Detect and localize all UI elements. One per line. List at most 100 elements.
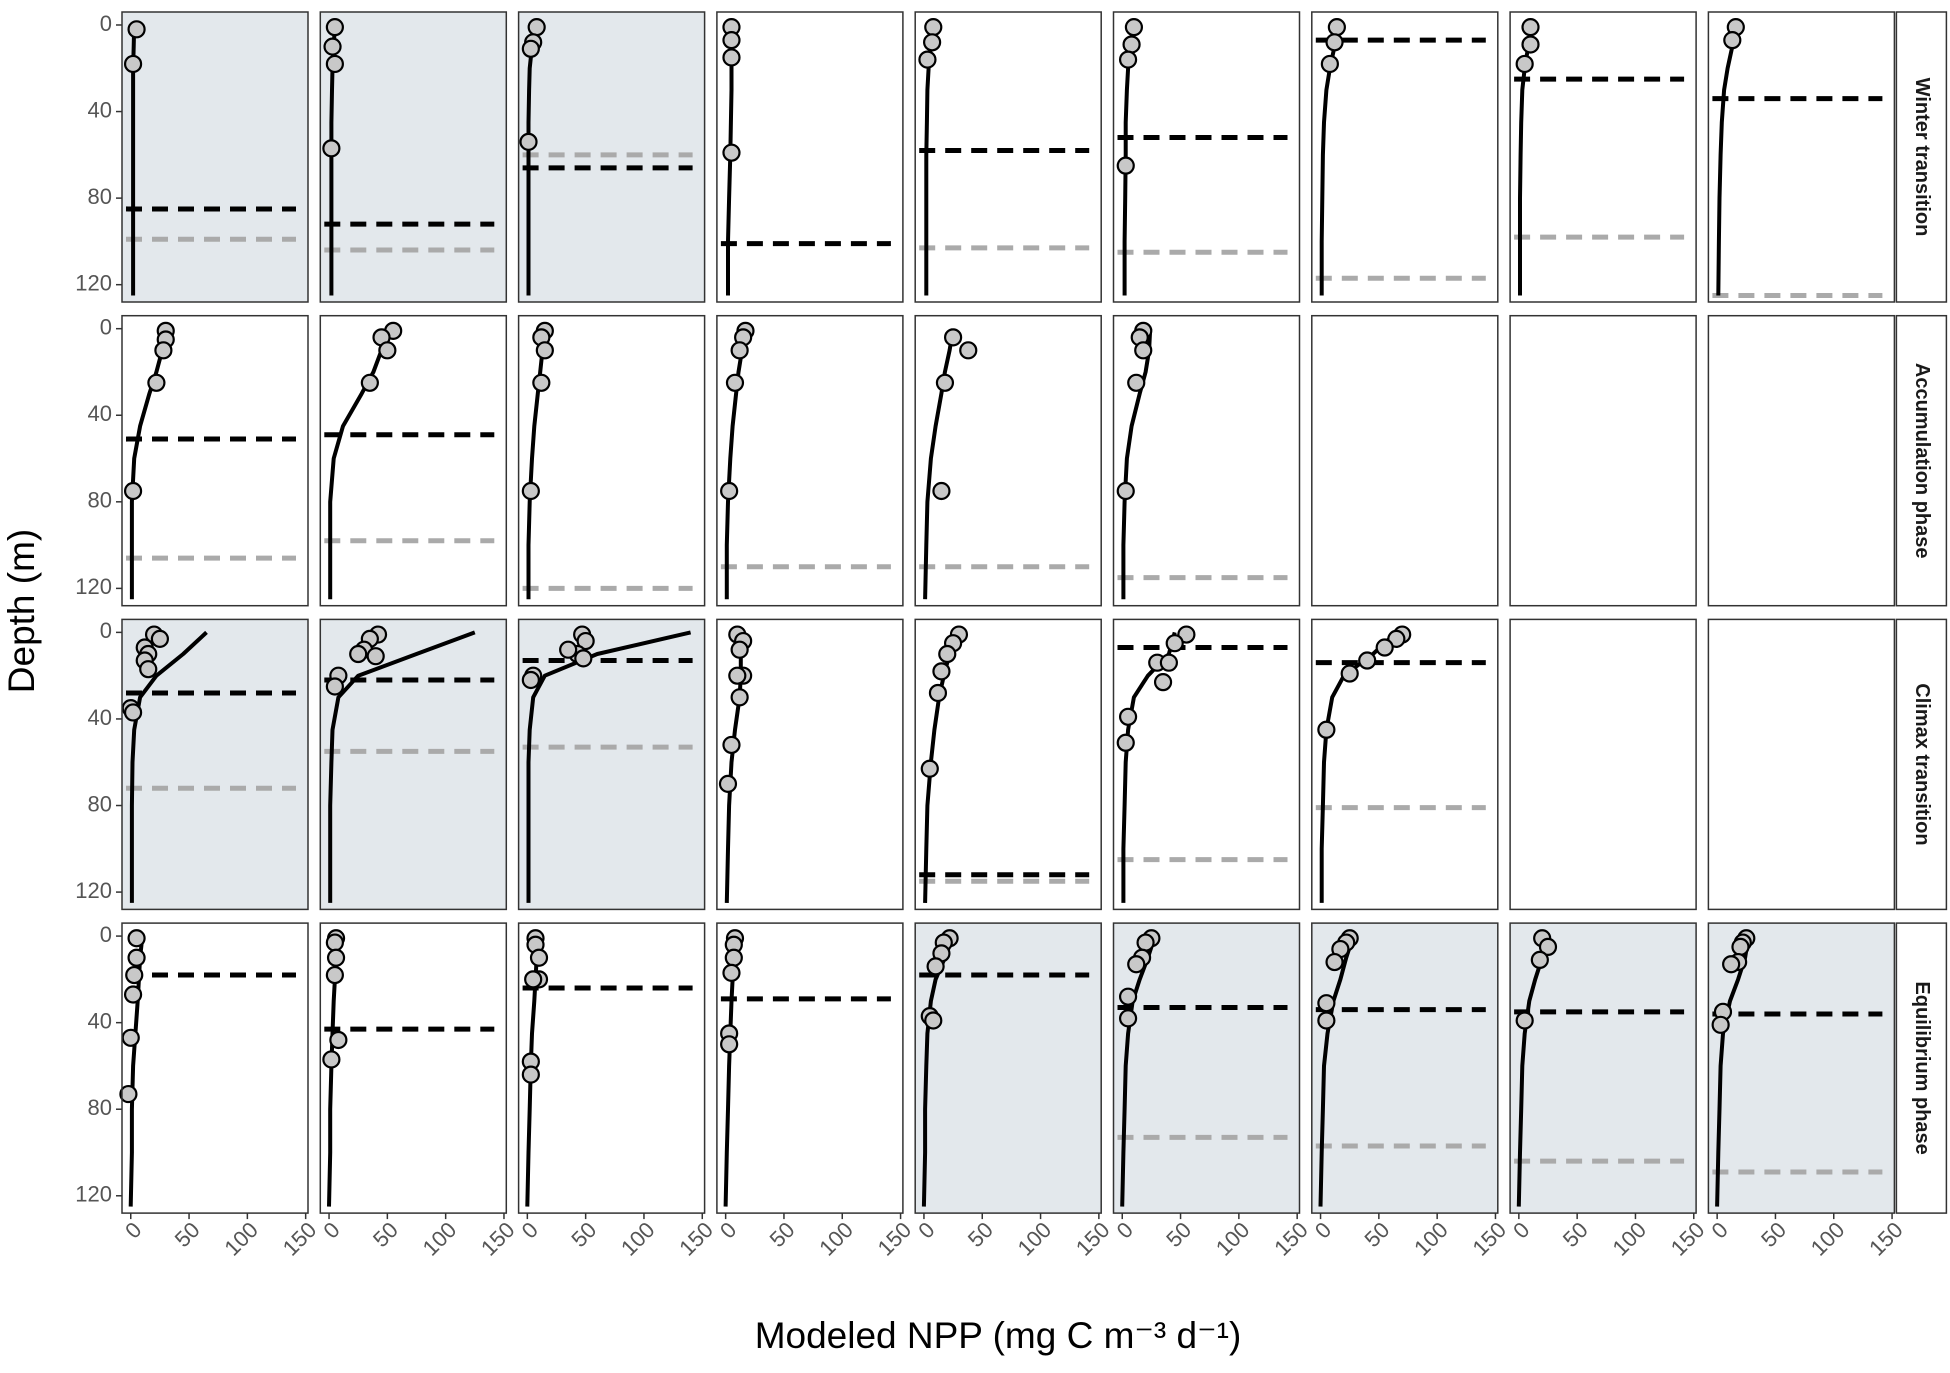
y-tick-label: 40 <box>88 705 112 730</box>
npp-point <box>1118 50 1138 69</box>
y-tick-label: 120 <box>75 1182 112 1207</box>
x-tick-label: 50 <box>1161 1217 1196 1252</box>
y-tick-label: 40 <box>88 1008 112 1033</box>
npp-point <box>535 341 554 360</box>
npp-point <box>123 54 143 74</box>
npp-point <box>1711 1015 1730 1034</box>
npp-point <box>123 481 143 501</box>
x-tick-label: 0 <box>913 1217 939 1243</box>
npp-point <box>1515 1011 1534 1030</box>
x-tick-label: 100 <box>1211 1217 1255 1261</box>
npp-curve <box>923 328 956 600</box>
panel-frame <box>914 922 1102 1214</box>
panel-background <box>122 923 308 1214</box>
panel-frame <box>517 618 706 911</box>
npp-point <box>325 18 344 37</box>
npp-curve <box>328 328 390 600</box>
strip <box>1895 618 1948 911</box>
npp-point <box>1153 673 1173 692</box>
x-tick-label: 150 <box>873 1217 917 1261</box>
x-tick-label: 150 <box>1864 1217 1908 1261</box>
npp-curve <box>129 630 208 903</box>
strip <box>1895 314 1948 607</box>
npp-point <box>1317 1011 1336 1030</box>
x-tick-label: 100 <box>1806 1217 1850 1261</box>
npp-point <box>1325 952 1344 972</box>
panel-background <box>1311 12 1498 302</box>
npp-point <box>718 774 738 793</box>
panel-background <box>1113 12 1300 302</box>
y-tick-label: 0 <box>100 11 112 36</box>
panel-background <box>915 12 1102 302</box>
panel-background <box>716 619 903 910</box>
x-tick-label: 150 <box>1467 1217 1511 1261</box>
npp-point <box>725 373 745 392</box>
panel-frame <box>914 11 1102 303</box>
npp-point <box>730 341 749 360</box>
npp-point <box>1118 987 1138 1006</box>
npp-point <box>1327 18 1346 37</box>
y-tick-label: 80 <box>88 488 112 513</box>
npp-point <box>1375 638 1394 657</box>
panel-frame <box>319 11 508 303</box>
panel-frame <box>1112 618 1301 911</box>
npp-point <box>119 1084 138 1104</box>
y-tick-label: 120 <box>75 878 112 903</box>
panel-frame <box>1311 314 1499 607</box>
npp-point <box>326 948 346 967</box>
npp-point <box>943 328 963 347</box>
x-tick-label: 0 <box>517 1217 543 1243</box>
npp-point <box>127 929 146 948</box>
panel-frame <box>121 922 309 1214</box>
npp-point <box>1731 937 1750 957</box>
panel-frame <box>1707 922 1896 1214</box>
npp-point <box>521 1065 540 1084</box>
npp-point <box>1118 1009 1138 1028</box>
y-tick-label: 0 <box>100 618 112 643</box>
panel-frame <box>914 618 1102 911</box>
npp-point <box>366 647 385 666</box>
npp-point <box>1317 994 1336 1013</box>
panel-background <box>716 923 903 1214</box>
npp-curve <box>131 24 137 296</box>
npp-point <box>1134 341 1153 360</box>
x-tick-label: 0 <box>1112 1217 1138 1243</box>
npp-point <box>559 640 578 659</box>
strip-label: Equilibrium phase <box>1911 981 1933 1154</box>
panel-frame <box>1509 314 1697 607</box>
panel-frame <box>121 11 309 303</box>
npp-point <box>1317 720 1336 739</box>
panel-background <box>518 923 705 1214</box>
npp-point <box>574 649 593 668</box>
panel-background <box>1708 315 1895 606</box>
npp-point <box>1538 937 1558 957</box>
y-tick-label: 80 <box>88 1095 112 1120</box>
npp-point <box>1116 733 1135 752</box>
npp-point <box>924 1011 943 1030</box>
npp-point <box>920 759 939 778</box>
npp-point <box>1118 707 1138 726</box>
npp-point <box>349 644 368 664</box>
x-tick-label: 0 <box>1706 1217 1732 1243</box>
x-tick-label: 50 <box>368 1217 403 1252</box>
x-tick-label: 100 <box>219 1217 263 1261</box>
x-tick-label: 150 <box>674 1217 718 1261</box>
panel-background <box>320 315 507 606</box>
x-tick-label: 50 <box>1360 1217 1395 1252</box>
panel-frame <box>716 618 904 911</box>
panel-frame <box>1707 314 1896 607</box>
npp-point <box>527 18 546 37</box>
npp-point <box>935 373 955 392</box>
npp-point <box>147 373 166 392</box>
x-tick-label: 100 <box>1013 1217 1057 1261</box>
x-tick-label: 50 <box>170 1217 205 1252</box>
npp-point <box>378 341 397 360</box>
y-tick-label: 80 <box>88 791 112 816</box>
y-tick-label: 120 <box>75 574 112 599</box>
panel-frame <box>517 11 706 303</box>
y-tick-label: 40 <box>88 401 112 426</box>
npp-point <box>323 37 342 56</box>
npp-point <box>1165 634 1184 653</box>
npp-point <box>325 965 344 985</box>
x-tick-label: 0 <box>120 1217 146 1243</box>
